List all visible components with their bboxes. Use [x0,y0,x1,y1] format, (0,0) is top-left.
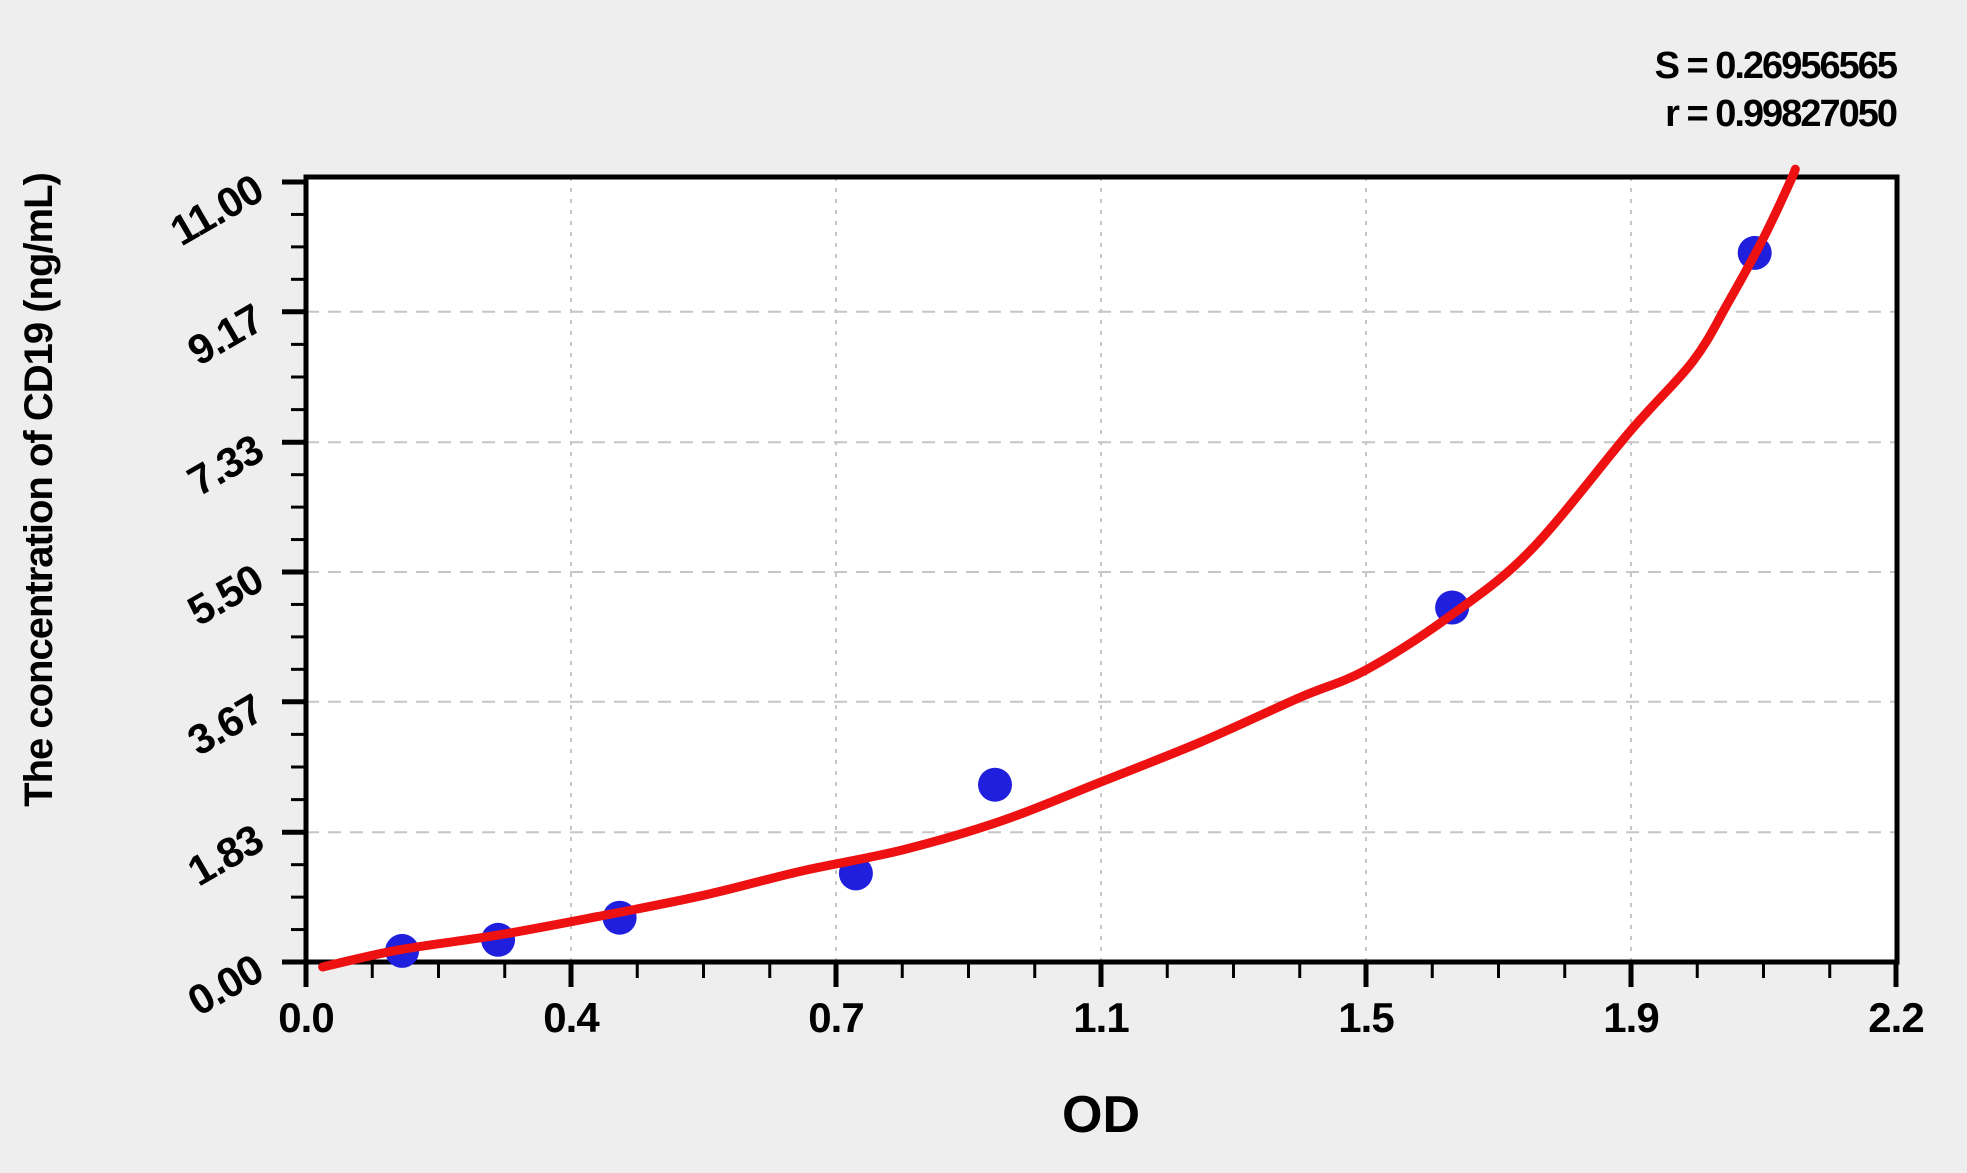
x-tick-label: 2.2 [1868,994,1923,1041]
y-tick-label: 1.83 [180,815,271,895]
plot-area [306,177,1897,962]
y-tick-label: 0.00 [180,945,271,1025]
y-tick-label: 9.17 [180,295,271,375]
stat-s-value: S = 0.26956565 [1655,45,1898,87]
x-tick-label: 0.4 [543,994,600,1041]
x-tick-label: 0.0 [278,994,333,1041]
stat-r-value: r = 0.99827050 [1665,93,1897,135]
x-tick-label: 1.1 [1073,994,1129,1041]
plot-frame [303,174,1900,965]
y-axis-tick-labels: 0.00 1.83 3.67 5.50 7.33 9.17 11.00 [162,165,270,1025]
fit-curve [318,164,1800,972]
x-axis-title: OD [1062,1086,1140,1144]
gridlines [306,177,1897,962]
x-tick-label: 1.5 [1338,994,1394,1041]
y-tick-label: 11.00 [162,165,270,255]
axis-ticks [282,179,1899,987]
y-axis-title: The concentration of CD19 (ng/mL) [17,173,61,807]
x-tick-label: 1.9 [1603,994,1658,1041]
y-tick-label: 3.67 [180,685,271,765]
data-point [978,767,1012,802]
x-tick-label: 0.7 [808,994,863,1041]
y-tick-label: 7.33 [180,425,271,505]
x-axis-tick-labels: 0.0 0.4 0.7 1.1 1.5 1.9 2.2 [278,994,1924,1041]
y-tick-label: 5.50 [180,555,271,635]
